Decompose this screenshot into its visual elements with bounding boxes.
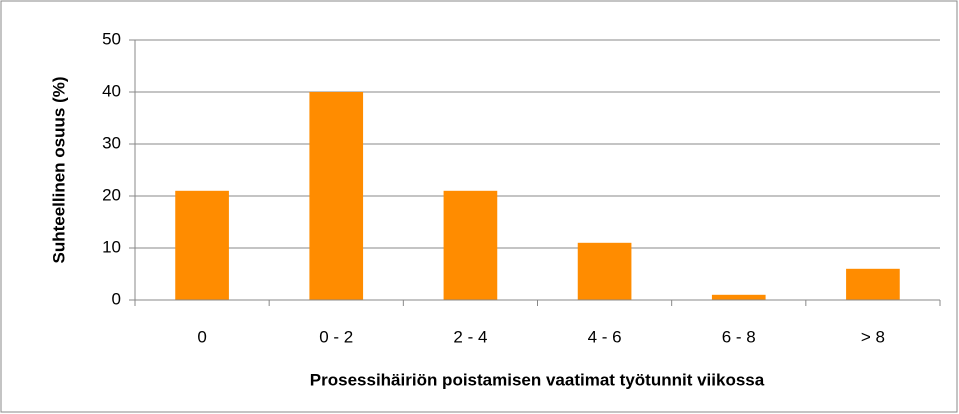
x-tick-label: 0 <box>197 327 206 346</box>
bar <box>309 92 364 300</box>
bar <box>577 242 632 300</box>
bar <box>846 268 900 300</box>
y-tick-label: 20 <box>102 185 121 204</box>
x-tick-label: 4 - 6 <box>588 327 622 346</box>
y-axis-title: Suhteellinen osuus (%) <box>49 76 68 263</box>
x-tick-label: > 8 <box>861 327 885 346</box>
y-tick-label: 10 <box>102 237 121 256</box>
x-tick-label: 6 - 8 <box>722 327 756 346</box>
x-tick-label: 0 - 2 <box>319 327 353 346</box>
bar <box>443 190 498 300</box>
bar <box>711 294 766 300</box>
y-tick-label: 30 <box>102 133 121 152</box>
bar <box>175 190 229 300</box>
y-tick-label: 50 <box>102 29 121 48</box>
x-tick-label: 2 - 4 <box>453 327 487 346</box>
x-axis-title: Prosessihäiriön poistamisen vaatimat työ… <box>310 370 765 389</box>
y-tick-label: 0 <box>112 289 121 308</box>
y-tick-label: 40 <box>102 81 121 100</box>
